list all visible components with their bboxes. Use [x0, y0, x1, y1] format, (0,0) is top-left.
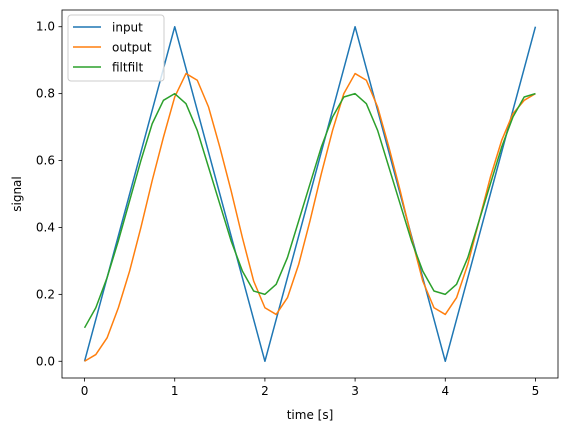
x-tick-label: 5 [532, 384, 540, 398]
y-axis: 0.0 0.2 0.4 0.6 0.8 1.0 [36, 20, 62, 368]
y-tick-label: 0.8 [36, 87, 55, 101]
x-axis-label: time [s] [287, 408, 334, 422]
legend-label-input: input [112, 21, 143, 35]
y-tick-label: 0.2 [36, 287, 55, 301]
y-tick-label: 0.0 [36, 354, 55, 368]
y-tick-label: 0.6 [36, 154, 55, 168]
x-tick-label: 1 [171, 384, 179, 398]
y-axis-label: signal [10, 176, 24, 212]
legend-label-filtfilt: filtfilt [112, 61, 143, 75]
legend-box [67, 14, 165, 82]
legend: input output filtfilt [67, 14, 165, 82]
x-axis: 0 1 2 3 4 5 [81, 378, 540, 398]
series-line-input [83, 25, 537, 363]
y-tick-label: 1.0 [36, 20, 55, 34]
legend-label-output: output [112, 41, 152, 55]
series-line-filtfilt [83, 92, 536, 329]
x-tick-label: 2 [261, 384, 269, 398]
x-tick-label: 3 [351, 384, 359, 398]
y-tick-label: 0.4 [36, 220, 55, 234]
x-tick-label: 4 [441, 384, 449, 398]
series-layer [83, 25, 537, 363]
x-tick-label: 0 [81, 384, 89, 398]
series-line-output [84, 72, 536, 362]
